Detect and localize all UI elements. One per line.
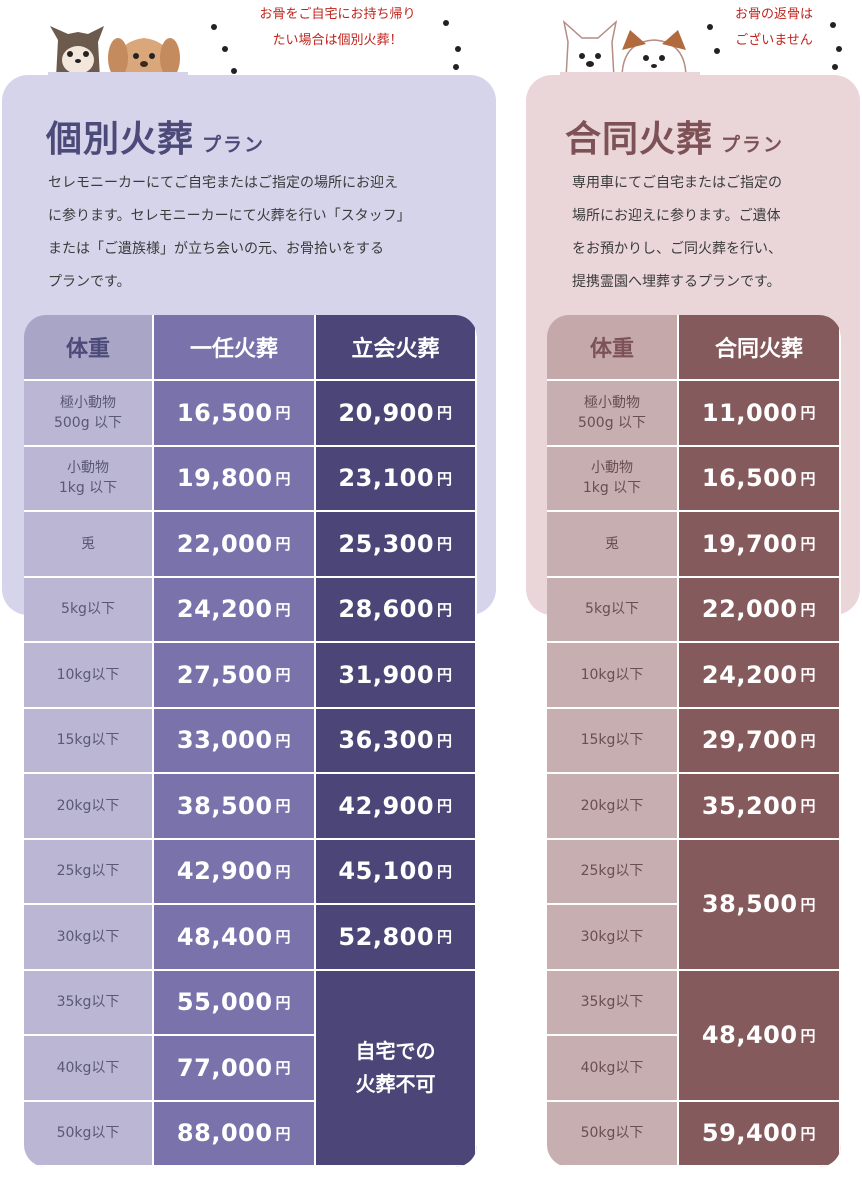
weight-cell: 5kg以下	[24, 577, 154, 643]
price-cell-ninni: 77,000 円	[154, 1036, 316, 1102]
price-cell-joint: 19,700 円	[679, 512, 841, 578]
individual-plan-title: 個別火葬 プラン	[46, 119, 266, 160]
weight-cell: 25kg以下	[24, 839, 154, 905]
price-cell-ninni: 16,500 円	[154, 381, 316, 447]
price-cell-tachiai: 23,100 円	[316, 446, 477, 512]
price-cell-tachiai: 42,900 円	[316, 774, 477, 840]
price-cell-joint: 48,400 円	[679, 970, 841, 1102]
weight-cell: 30kg以下	[547, 905, 679, 971]
weight-cell: 小動物 1kg 以下	[24, 446, 154, 512]
weight-cell: 極小動物 500g 以下	[547, 381, 679, 447]
price-cell-joint: 16,500 円	[679, 446, 841, 512]
weight-cell: 20kg以下	[24, 774, 154, 840]
price-cell-tachiai: 28,600 円	[316, 577, 477, 643]
price-cell-ninni: 48,400 円	[154, 905, 316, 971]
speech-bubble-left: お骨をご自宅にお持ち帰り たい場合は個別火葬！	[225, 2, 450, 54]
weight-cell: 40kg以下	[547, 1036, 679, 1102]
column-header: 体重	[547, 315, 679, 381]
column-header: 体重	[24, 315, 154, 381]
weight-cell: 15kg以下	[547, 708, 679, 774]
column-header: 一任火葬	[154, 315, 316, 381]
price-cell-tachiai: 20,900 円	[316, 381, 477, 447]
individual-plan-description: セレモニーカーにてご自宅またはご指定の場所にお迎え に参ります。セレモニーカーに…	[48, 175, 411, 290]
weight-cell: 兎	[547, 512, 679, 578]
weight-cell: 10kg以下	[547, 643, 679, 709]
price-cell-joint: 35,200 円	[679, 774, 841, 840]
individual-price-table: 体重 一任火葬 立会火葬極小動物 500g 以下 16,500 円 20,900 円小動物 1k…	[24, 315, 477, 1167]
weight-cell: 40kg以下	[24, 1036, 154, 1102]
not-available-note: 自宅での 火葬不可	[316, 970, 477, 1167]
price-cell-ninni: 42,900 円	[154, 839, 316, 905]
column-header: 合同火葬	[679, 315, 841, 381]
weight-cell: 15kg以下	[24, 708, 154, 774]
weight-cell: 35kg以下	[24, 970, 154, 1036]
price-cell-tachiai: 25,300 円	[316, 512, 477, 578]
weight-cell: 30kg以下	[24, 905, 154, 971]
price-cell-ninni: 33,000 円	[154, 708, 316, 774]
dogs-illustration-left	[48, 26, 188, 78]
price-cell-ninni: 88,000 円	[154, 1101, 316, 1167]
bubble-line: お骨の返骨は	[734, 7, 813, 22]
price-cell-ninni: 24,200 円	[154, 577, 316, 643]
weight-cell: 35kg以下	[547, 970, 679, 1036]
price-cell-ninni: 19,800 円	[154, 446, 316, 512]
dogs-illustration-right	[560, 20, 700, 78]
price-cell-joint: 11,000 円	[679, 381, 841, 447]
price-cell-tachiai: 36,300 円	[316, 708, 477, 774]
weight-cell: 50kg以下	[24, 1101, 154, 1167]
price-cell-tachiai: 31,900 円	[316, 643, 477, 709]
weight-cell: 10kg以下	[24, 643, 154, 709]
weight-cell: 兎	[24, 512, 154, 578]
weight-cell: 50kg以下	[547, 1101, 679, 1167]
price-cell-ninni: 22,000 円	[154, 512, 316, 578]
weight-cell: 極小動物 500g 以下	[24, 381, 154, 447]
price-cell-joint: 24,200 円	[679, 643, 841, 709]
price-cell-tachiai: 45,100 円	[316, 839, 477, 905]
price-cell-ninni: 27,500 円	[154, 643, 316, 709]
weight-cell: 5kg以下	[547, 577, 679, 643]
weight-cell: 20kg以下	[547, 774, 679, 840]
price-cell-joint: 22,000 円	[679, 577, 841, 643]
column-header: 立会火葬	[316, 315, 477, 381]
weight-cell: 25kg以下	[547, 839, 679, 905]
weight-cell: 小動物 1kg 以下	[547, 446, 679, 512]
joint-price-table: 体重 合同火葬 極小動物 500g 以下 小動物 1kg 以下兎 5kg以下 10kg以下 15…	[547, 315, 841, 1167]
joint-plan-title: 合同火葬 プラン	[565, 119, 785, 160]
price-cell-ninni: 38,500 円	[154, 774, 316, 840]
bubble-line: たい場合は個別火葬！	[272, 33, 403, 48]
bubble-line: ございません	[735, 33, 813, 48]
price-cell-joint: 59,400 円	[679, 1101, 841, 1167]
price-cell-joint: 38,500 円	[679, 839, 841, 971]
price-cell-tachiai: 52,800 円	[316, 905, 477, 971]
speech-bubble-right: お骨の返骨は ございません	[710, 2, 838, 54]
bubble-line: お骨をご自宅にお持ち帰り	[259, 7, 416, 22]
price-cell-ninni: 55,000 円	[154, 970, 316, 1036]
price-cell-joint: 29,700 円	[679, 708, 841, 774]
joint-plan-description: 専用車にてご自宅またはご指定の 場所にお迎えに参ります。ご遺体 をお預かりし、ご…	[572, 175, 782, 290]
